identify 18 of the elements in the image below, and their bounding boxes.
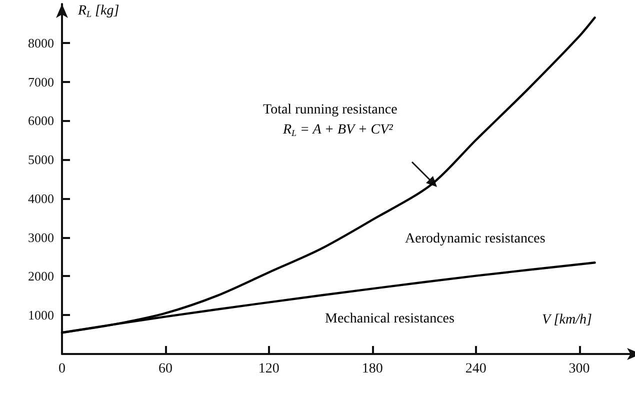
x-tick-label: 60 [158, 362, 172, 376]
x-tick-label: 0 [58, 362, 66, 376]
x-tick-label: 300 [568, 362, 590, 376]
annotation: Total running resistance [263, 102, 398, 118]
x-tick-label: 240 [465, 362, 486, 376]
y-tick-label: 5000 [28, 152, 54, 168]
annotation: Aerodynamic resistances [405, 232, 546, 246]
y-tick-label: 1000 [28, 308, 54, 323]
y-tick-label: 7000 [28, 74, 54, 90]
y-tick-label: 6000 [28, 113, 54, 128]
x-tick-label: 180 [362, 362, 383, 376]
annotation: Mechanical resistances [325, 312, 454, 326]
y-tick-label: 3000 [28, 230, 54, 245]
y-tick-label: 4000 [28, 190, 54, 206]
x-axis-title: V [km/h] [542, 312, 592, 328]
x-tick-label: 120 [258, 362, 280, 376]
y-tick-label: 2000 [28, 268, 54, 284]
y-tick-label: 8000 [28, 35, 54, 50]
